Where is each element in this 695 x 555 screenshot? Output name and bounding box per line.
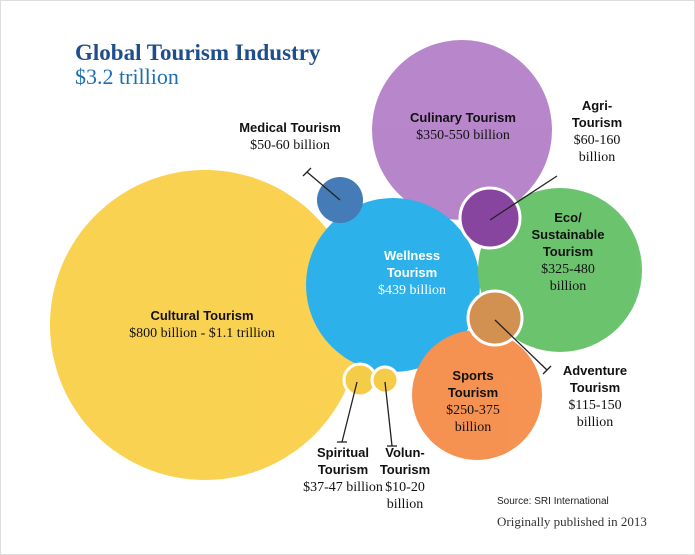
- subtitle: $3.2 trillion: [75, 64, 179, 89]
- node-name: Tourism: [570, 380, 620, 395]
- bubble-cultural: [50, 170, 360, 480]
- leader: [494, 319, 548, 371]
- leader-tick: [302, 167, 312, 177]
- leader: [489, 175, 558, 221]
- bubble-culinary: [372, 40, 552, 220]
- node-value: billion: [579, 150, 616, 165]
- leaders: [302, 167, 558, 447]
- node-name: Tourism: [543, 244, 593, 259]
- node-name: Agri-: [582, 98, 612, 113]
- leader: [341, 381, 358, 443]
- bubble-volun: [370, 365, 400, 395]
- node-value: $325-480: [541, 262, 595, 277]
- bubble-wellness: [306, 198, 480, 372]
- node-name: Adventure: [563, 363, 627, 378]
- node-name: Culinary Tourism: [410, 110, 516, 125]
- node-value: $800 billion - $1.1 trillion: [129, 326, 275, 341]
- bubble-sports: [412, 330, 542, 460]
- node-value: $350-550 billion: [416, 128, 510, 143]
- node-name: Sustainable: [532, 227, 605, 242]
- node-value: $10-20: [385, 480, 425, 495]
- node-name: Wellness: [384, 248, 440, 263]
- node-name: Sports: [452, 368, 493, 383]
- leader: [384, 381, 393, 447]
- node-value: $60-160: [574, 133, 621, 148]
- node-name: Tourism: [380, 462, 430, 477]
- node-name: Cultural Tourism: [150, 308, 253, 323]
- node-value: billion: [577, 415, 614, 430]
- node-value: $439 billion: [378, 283, 446, 298]
- node-name: Spiritual: [317, 445, 369, 460]
- bubble-adventure: [466, 289, 524, 347]
- node-value: billion: [455, 420, 492, 435]
- node-value: $50-60 billion: [250, 138, 330, 153]
- bubble-agri: [458, 186, 522, 250]
- node-value: $250-375: [446, 403, 500, 418]
- title: Global Tourism Industry: [75, 40, 321, 65]
- node-value: billion: [387, 497, 424, 512]
- node-name: Tourism: [318, 462, 368, 477]
- leader: [306, 171, 341, 201]
- leader-tick: [542, 365, 552, 375]
- node-value: billion: [550, 279, 587, 294]
- node-value: $115-150: [568, 398, 621, 413]
- node-name: Tourism: [572, 115, 622, 130]
- source: Source: SRI International: [497, 496, 609, 507]
- bubbles: [50, 40, 642, 480]
- node-name: Tourism: [387, 265, 437, 280]
- note: Originally published in 2013: [497, 514, 647, 529]
- node-name: Tourism: [448, 385, 498, 400]
- node-name: Medical Tourism: [239, 120, 341, 135]
- node-name: Eco/: [554, 210, 582, 225]
- node-value: $37-47 billion: [303, 480, 383, 495]
- node-name: Volun-: [385, 445, 424, 460]
